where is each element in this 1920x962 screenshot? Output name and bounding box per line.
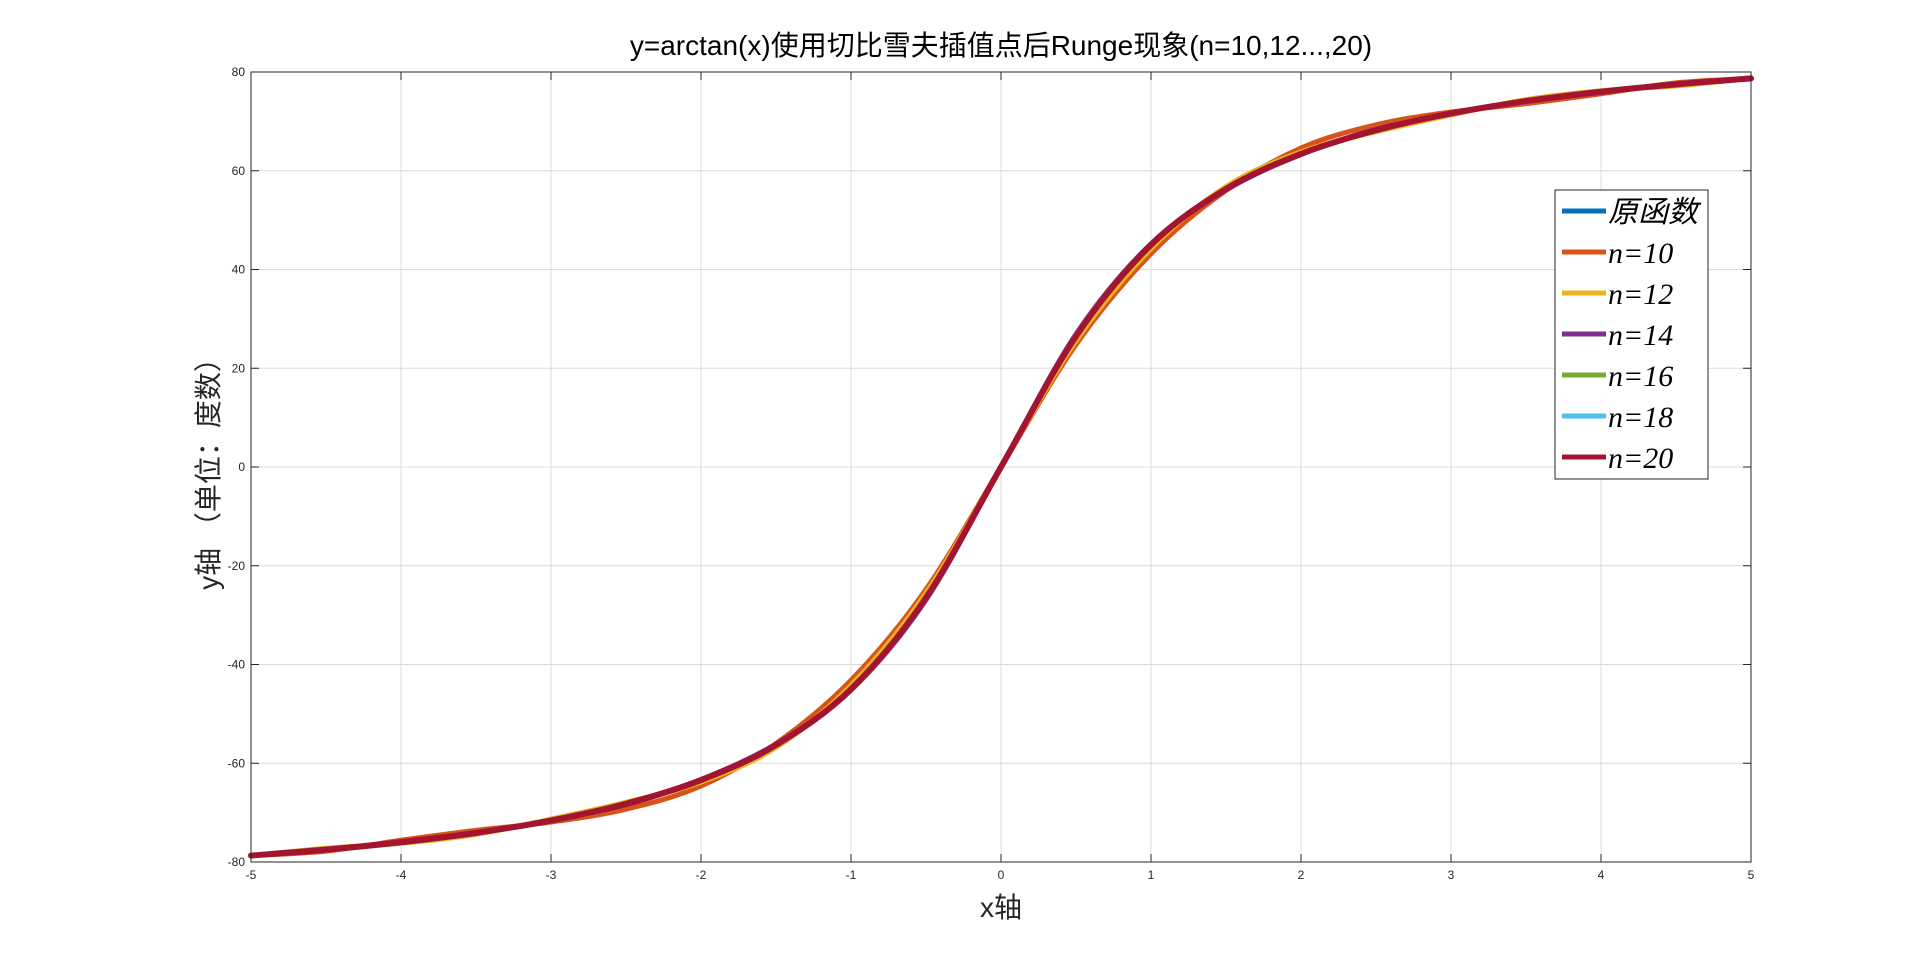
x-tick-label: 4 (1598, 868, 1605, 882)
legend-label: 原函数 (1608, 196, 1702, 229)
x-tick-label: 2 (1298, 868, 1305, 882)
x-tick-label: -1 (846, 868, 857, 882)
y-tick-label: 80 (232, 65, 246, 79)
x-tick-label: 0 (998, 868, 1005, 882)
x-tick-label: 1 (1148, 868, 1155, 882)
x-tick-label: 5 (1748, 868, 1755, 882)
y-tick-label: 40 (232, 263, 246, 277)
x-tick-label: 3 (1448, 868, 1455, 882)
chart-title: y=arctan(x)使用切比雪夫插值点后Runge现象(n=10,12...,… (630, 30, 1372, 61)
legend-label: n=16 (1608, 360, 1673, 393)
y-tick-label: -80 (228, 855, 246, 869)
x-tick-label: -4 (396, 868, 407, 882)
legend-items: 原函数 n=10 n=12 n=14 n=16 n=18 n=20 (1562, 196, 1702, 475)
legend-label: n=10 (1608, 237, 1673, 270)
legend: 原函数 n=10 n=12 n=14 n=16 n=18 n=20 (1554, 189, 1709, 480)
legend-label: n=14 (1608, 319, 1673, 352)
legend-label: n=18 (1608, 401, 1673, 434)
y-tick-label: 60 (232, 164, 246, 178)
y-axis-label: y轴 （单位：度数） (193, 344, 224, 590)
x-tick-label: -5 (246, 868, 257, 882)
ticks: -5 -4 -3 -2 -1 0 1 2 3 4 5 -80 -60 -40 -20 0 20 40 60 80 (228, 65, 1755, 882)
series-line-7 (248, 75, 1754, 859)
y-tick-label: 20 (232, 361, 246, 375)
legend-label: n=12 (1608, 278, 1673, 311)
y-tick-label: -60 (228, 756, 246, 770)
x-tick-label: -3 (546, 868, 557, 882)
series-group (248, 75, 1754, 859)
y-tick-label: -20 (228, 559, 246, 573)
y-tick-label: 0 (238, 460, 245, 474)
x-axis-label: x轴 (980, 892, 1022, 923)
x-tick-label: -2 (696, 868, 707, 882)
legend-label: n=20 (1608, 442, 1673, 475)
y-tick-label: -40 (228, 658, 246, 672)
